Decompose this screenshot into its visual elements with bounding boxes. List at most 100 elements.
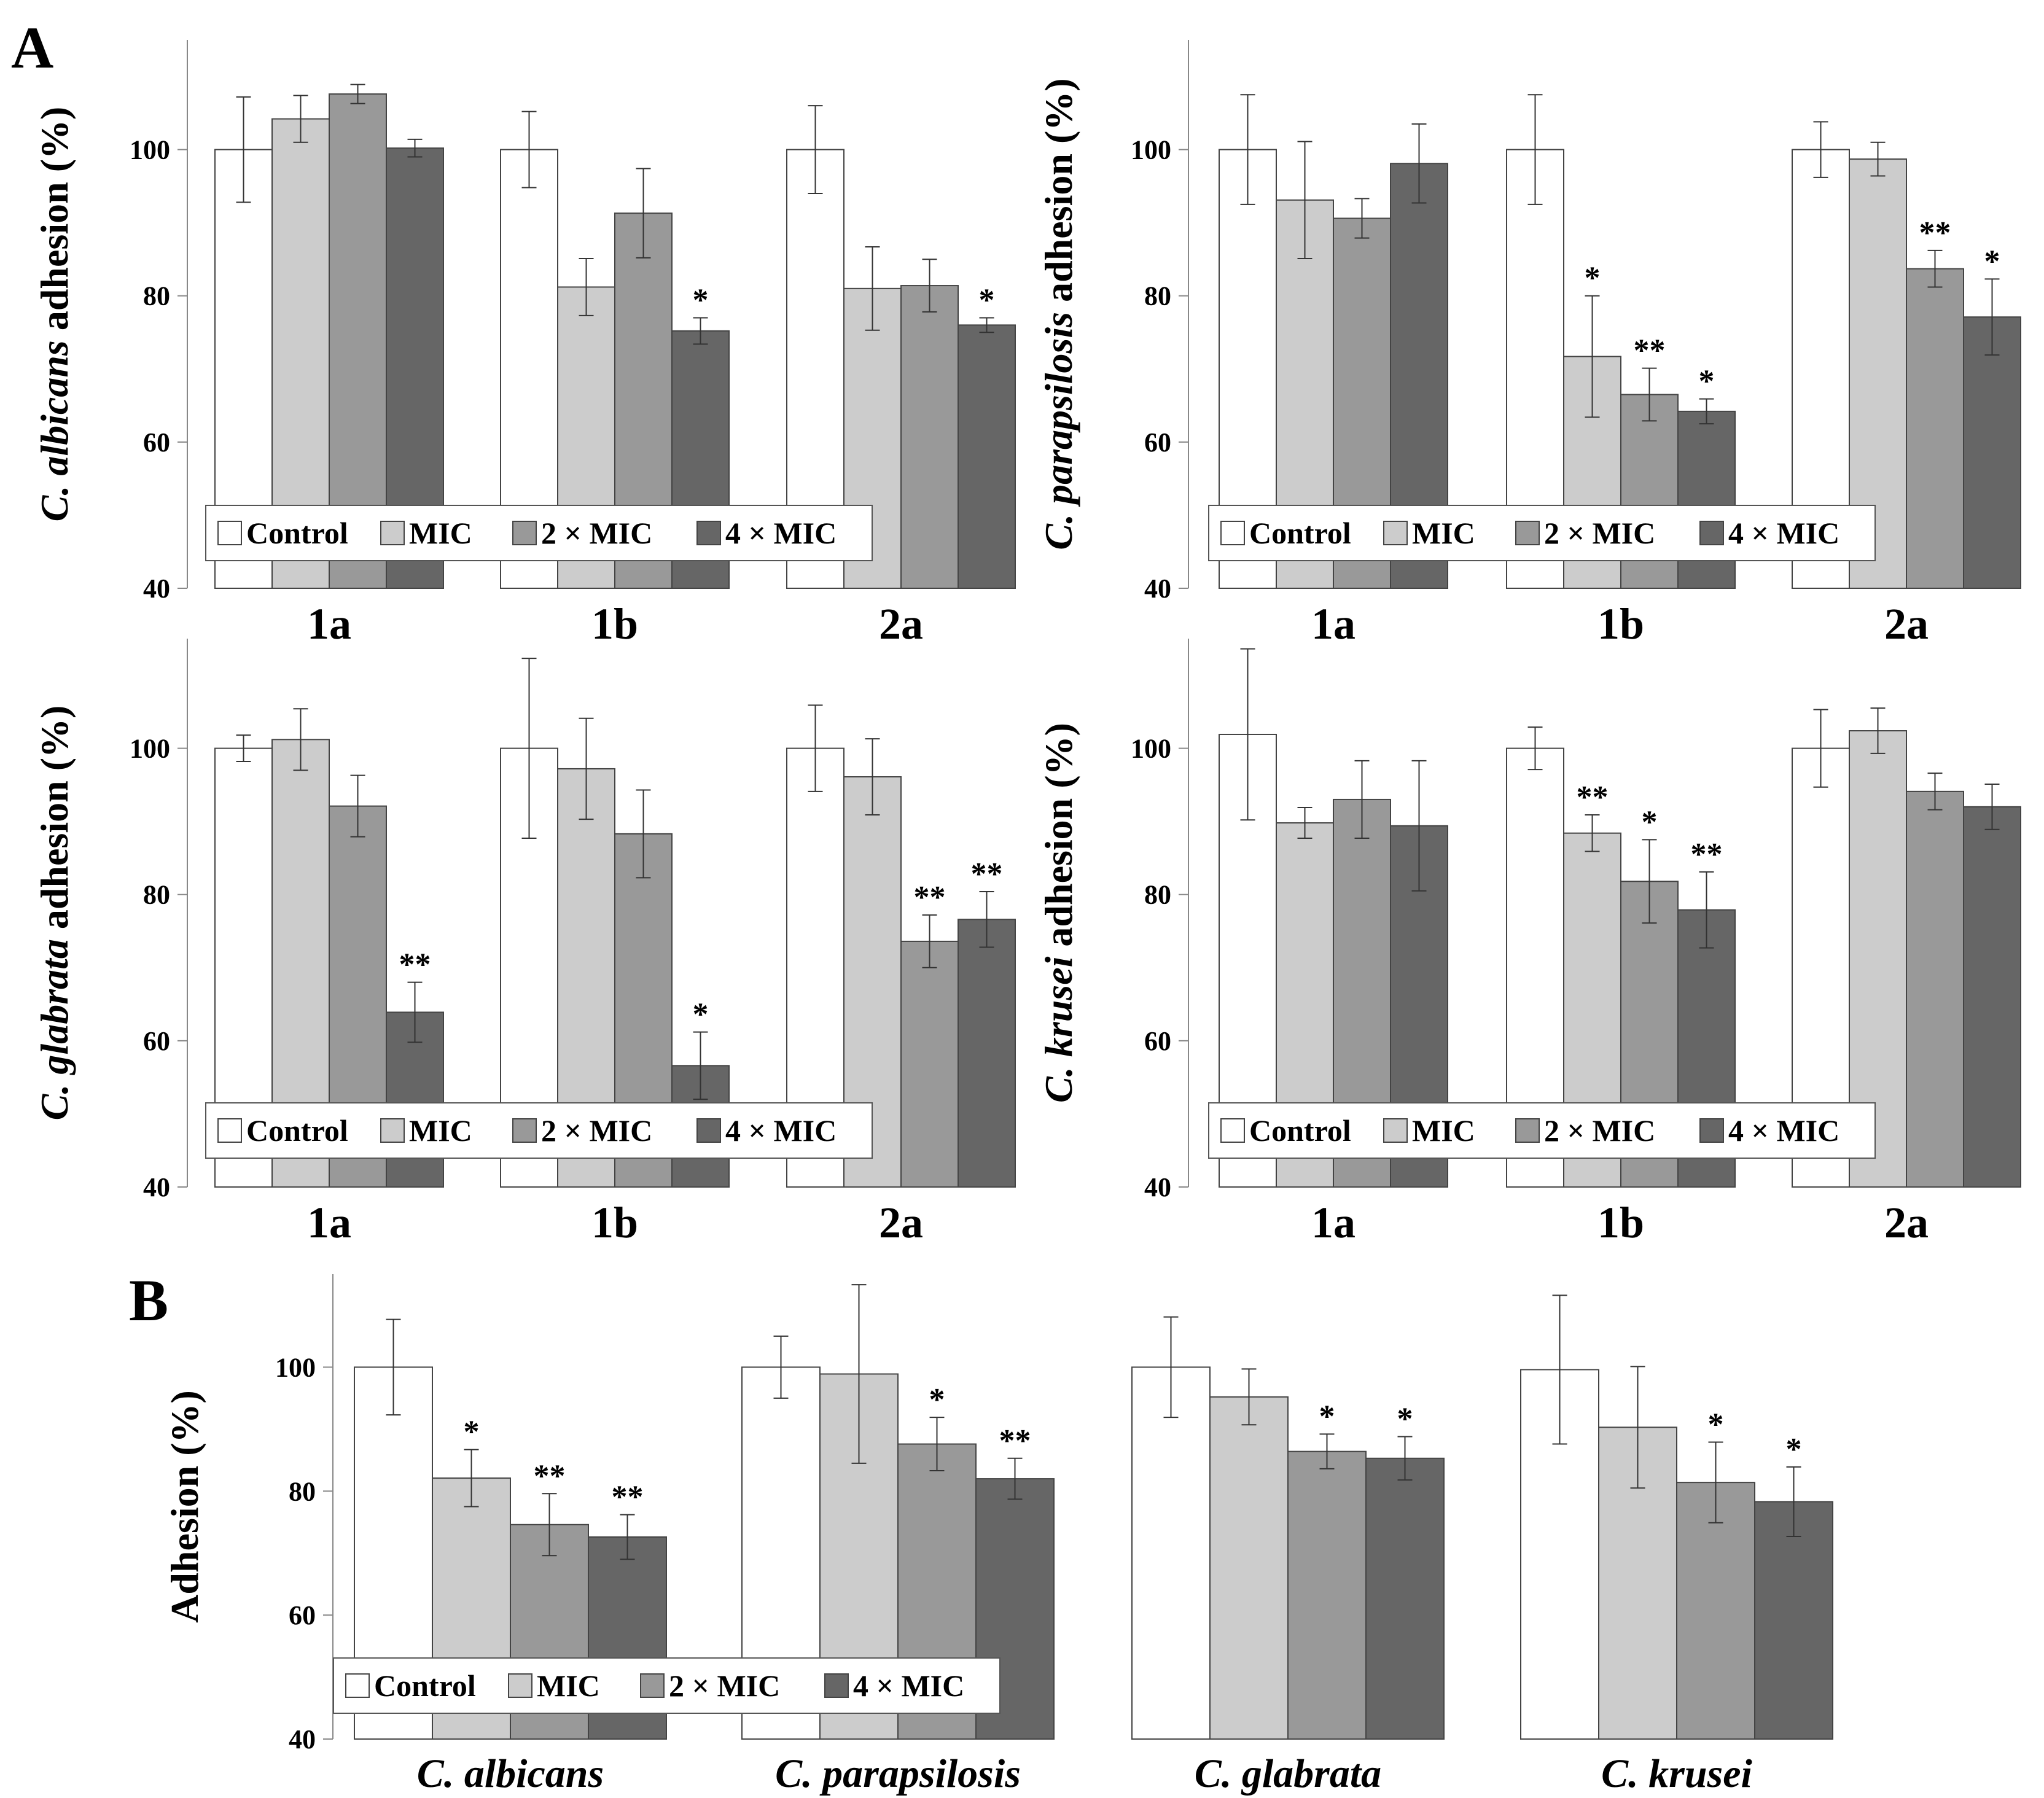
legend-swatch (1515, 521, 1540, 545)
y-tick-label: 60 (143, 427, 170, 457)
legend-label: MIC (1412, 1113, 1475, 1148)
x-category-label: C. glabrata (1195, 1751, 1381, 1796)
legend-box (205, 505, 873, 561)
legend-swatch (640, 1673, 665, 1698)
y-tick-label: 60 (1144, 1026, 1171, 1056)
y-tick-label: 100 (1131, 734, 1171, 764)
x-category-label: 1a (1311, 1198, 1356, 1247)
x-category-label: 2a (1884, 1198, 1929, 1247)
legend-label: 4 × MIC (725, 1113, 837, 1148)
x-category-label: 1b (591, 1198, 638, 1247)
significance-mark: ** (612, 1480, 644, 1515)
significance-mark: ** (1691, 837, 1723, 872)
legend-swatch (824, 1673, 849, 1698)
y-tick-label: 80 (143, 880, 170, 910)
charts-container: 40 60 80 100 C. albicans adhesion (%) 1a * 1b * 2… (33, 40, 2021, 1796)
y-tick-label: 100 (130, 135, 170, 165)
legend-label: MIC (409, 516, 472, 550)
legend-swatch (1383, 521, 1408, 545)
legend-box (1208, 1102, 1876, 1159)
bar (1287, 1450, 1367, 1740)
bar (1963, 806, 2021, 1188)
y-axis-label-rest: adhesion (%) (33, 706, 76, 940)
significance-mark: * (1319, 1399, 1335, 1434)
x-category-label: 1a (1311, 599, 1356, 648)
legend-swatch (380, 1118, 405, 1143)
y-axis-label: C. krusei adhesion (%) (1037, 723, 1080, 1103)
x-category-label: 1b (1597, 599, 1644, 648)
bar (1676, 1482, 1755, 1740)
y-tick-label: 80 (143, 281, 170, 311)
significance-mark: * (1397, 1401, 1413, 1436)
y-axis-label-rest: adhesion (%) (1037, 723, 1080, 957)
significance-mark: ** (1634, 333, 1666, 368)
legend-label: Control (374, 1668, 476, 1703)
legend-label: 2 × MIC (541, 516, 652, 550)
y-tick-label: 40 (1144, 574, 1171, 604)
significance-mark: * (693, 997, 709, 1032)
bar (1365, 1457, 1445, 1740)
significance-mark: ** (914, 880, 946, 915)
significance-mark: ** (1919, 216, 1951, 251)
legend-swatch (217, 521, 242, 545)
y-tick-label: 60 (289, 1600, 316, 1630)
legend-label: Control (246, 1113, 348, 1148)
panel-label-b: B (129, 1267, 168, 1333)
y-tick-label: 80 (289, 1476, 316, 1506)
bar (1131, 1366, 1211, 1740)
x-category-label: 2a (879, 599, 923, 648)
significance-mark: * (979, 282, 995, 317)
significance-mark: * (464, 1415, 480, 1450)
significance-mark: * (1786, 1432, 1802, 1467)
legend-label: 4 × MIC (1728, 516, 1839, 550)
x-category-label: C. parapsilosis (775, 1751, 1021, 1796)
legend-label: 2 × MIC (1544, 1113, 1655, 1148)
bar (900, 940, 959, 1188)
significance-mark: ** (1577, 780, 1609, 815)
legend-label: Control (1249, 516, 1351, 550)
y-axis-label: Adhesion (%) (163, 1390, 206, 1623)
x-category-label: C. krusei (1601, 1751, 1752, 1796)
bar (1963, 316, 2021, 590)
legend-label: Control (1249, 1113, 1351, 1148)
x-category-label: 1b (591, 599, 638, 648)
y-tick-label: 40 (143, 574, 170, 604)
significance-mark: * (1585, 261, 1601, 296)
legend-swatch (512, 1118, 537, 1143)
y-axis-label-rest: adhesion (%) (33, 107, 76, 341)
legend-label: MIC (409, 1113, 472, 1148)
chart-parapsilosis: 40 60 80 100 C. parapsilosis adhesion (%) 1a *… (1037, 40, 2021, 648)
legend-label: MIC (537, 1668, 600, 1703)
y-tick-label: 100 (1131, 135, 1171, 165)
y-tick-label: 40 (1144, 1172, 1171, 1202)
x-category-label: C. albicans (417, 1751, 604, 1796)
significance-mark: ** (999, 1423, 1031, 1458)
significance-mark: * (929, 1382, 945, 1417)
significance-mark: * (1984, 244, 2000, 279)
legend-label: Control (246, 516, 348, 550)
legend: Control MIC 2 × MIC 4 × MIC (205, 505, 873, 561)
x-category-label: 2a (1884, 599, 1929, 648)
x-category-label: 1b (1597, 1198, 1644, 1247)
legend-label: 2 × MIC (669, 1668, 780, 1703)
significance-mark: * (693, 282, 709, 317)
bar (958, 919, 1016, 1188)
legend-swatch (1699, 521, 1724, 545)
legend-box (1208, 505, 1876, 561)
legend-box (205, 1102, 873, 1159)
significance-mark: * (1642, 804, 1658, 839)
legend-label: MIC (1412, 516, 1475, 550)
chart-albicans: 40 60 80 100 C. albicans adhesion (%) 1a * 1b * 2… (33, 40, 1016, 648)
y-tick-label: 80 (1144, 281, 1171, 311)
legend-swatch (696, 1118, 721, 1143)
y-tick-label: 60 (1144, 427, 1171, 457)
bar (1677, 410, 1736, 589)
legend-swatch (345, 1673, 370, 1698)
legend-box (333, 1657, 1001, 1714)
panel-label-a: A (11, 15, 53, 80)
significance-mark: * (1708, 1407, 1724, 1442)
chart-glabrata: 40 60 80 100 C. glabrata adhesion (%) ** 1a * 1b… (33, 639, 1016, 1247)
y-tick-label: 100 (275, 1352, 316, 1382)
